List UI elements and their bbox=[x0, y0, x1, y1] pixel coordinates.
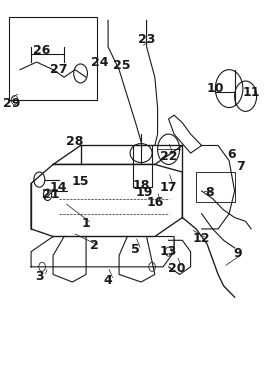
Text: 9: 9 bbox=[233, 247, 242, 260]
Text: 22: 22 bbox=[160, 151, 177, 163]
Text: 20: 20 bbox=[168, 262, 186, 275]
Text: 18: 18 bbox=[132, 179, 150, 192]
Text: 1: 1 bbox=[82, 217, 90, 230]
Text: 17: 17 bbox=[160, 181, 177, 194]
Bar bbox=[133, 146, 152, 187]
Text: 26: 26 bbox=[33, 44, 51, 57]
Text: 23: 23 bbox=[138, 33, 155, 46]
Text: 4: 4 bbox=[104, 274, 113, 286]
Text: 21: 21 bbox=[41, 188, 59, 201]
Text: 24: 24 bbox=[91, 55, 109, 68]
Bar bbox=[9, 16, 97, 100]
Text: 8: 8 bbox=[206, 186, 214, 199]
Text: 16: 16 bbox=[146, 196, 164, 209]
Text: 12: 12 bbox=[193, 232, 210, 245]
Text: 2: 2 bbox=[90, 240, 99, 253]
Text: 15: 15 bbox=[72, 175, 89, 188]
Text: 13: 13 bbox=[160, 245, 177, 258]
Text: 28: 28 bbox=[66, 135, 84, 148]
Text: 6: 6 bbox=[228, 149, 236, 162]
Text: 7: 7 bbox=[236, 160, 244, 173]
Text: 11: 11 bbox=[242, 86, 260, 99]
Text: 14: 14 bbox=[50, 181, 67, 194]
Text: 19: 19 bbox=[135, 186, 153, 199]
Text: 25: 25 bbox=[113, 59, 130, 72]
Text: 29: 29 bbox=[3, 97, 20, 110]
Text: 3: 3 bbox=[35, 270, 44, 283]
Text: 27: 27 bbox=[50, 63, 67, 76]
Text: 10: 10 bbox=[207, 82, 224, 95]
Bar bbox=[196, 172, 235, 202]
Text: 5: 5 bbox=[131, 243, 140, 256]
